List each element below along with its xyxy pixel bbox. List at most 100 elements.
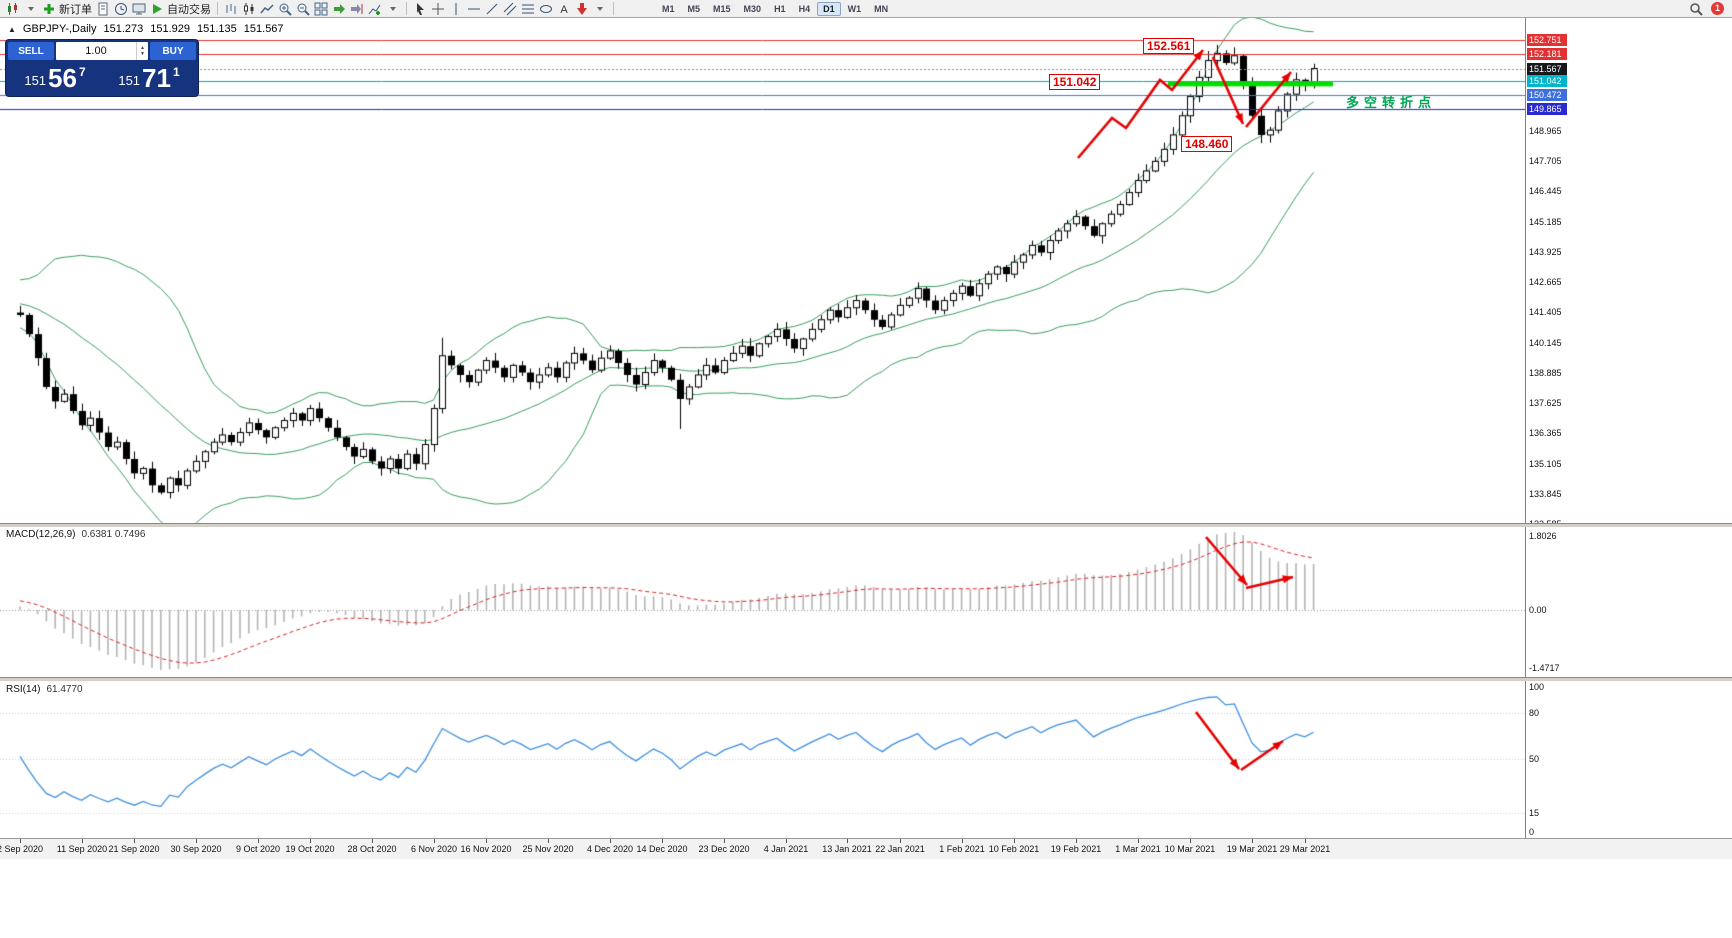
time-axis-tick [610, 839, 611, 843]
arrow-objects-button[interactable] [573, 1, 591, 17]
tile-windows-button[interactable] [312, 1, 330, 17]
buy-button[interactable]: BUY [150, 42, 196, 60]
toolbar-separator [217, 2, 218, 15]
macd-values: 0.6381 0.7496 [81, 529, 146, 540]
timeframe-d1-button[interactable]: D1 [817, 1, 841, 16]
timeframe-w1-button[interactable]: W1 [847, 3, 862, 14]
timeframe-m5-button[interactable]: M5 [687, 3, 701, 14]
time-axis-label: 30 Sep 2020 [170, 844, 222, 854]
timeframe-m1-button[interactable]: M1 [662, 3, 675, 14]
timeframe-m15-button[interactable]: M15 [713, 3, 731, 14]
indicators-caret[interactable] [384, 1, 402, 17]
peak-price-label[interactable]: 152.561 [1143, 38, 1195, 54]
time-axis[interactable]: 2 Sep 2020 11 Sep 2020 21 Sep 2020 30 Sep 2… [0, 838, 1732, 859]
new-order-button-label: 新订单 [59, 3, 92, 16]
volume-stepper[interactable]: ▲ ▼ [136, 42, 148, 60]
auto-scroll-button[interactable] [330, 1, 348, 17]
timeframe-mn-button[interactable]: MN [874, 3, 889, 14]
rsi-indicator-label: RSI(14) 61.4770 [6, 684, 83, 695]
time-axis-tick [900, 839, 901, 843]
time-axis-label: 25 Nov 2020 [522, 844, 574, 854]
price-axis-label: 148.965 [1529, 126, 1562, 136]
panel-splitter-rsi[interactable] [0, 677, 1732, 681]
one-click-trading-panel: SELL 1.00 ▲ ▼ BUY 151 56 7 151 71 1 [6, 40, 198, 96]
timeframe-m30-button[interactable]: M30 [743, 3, 762, 14]
price-tag: 150.472 [1527, 88, 1567, 101]
profiles-button[interactable] [94, 1, 112, 17]
new-chart-caret[interactable] [22, 1, 40, 17]
one-click-collapse-icon[interactable]: ▲ [8, 24, 16, 34]
indicators-button[interactable] [366, 1, 384, 17]
time-axis-tick [258, 839, 259, 843]
time-axis-label: 19 Feb 2021 [1050, 844, 1102, 854]
time-axis-label: 1 Feb 2021 [939, 844, 985, 854]
search-icon[interactable] [1687, 1, 1705, 17]
chart-shift-button[interactable] [348, 1, 366, 17]
time-axis-tick [1305, 839, 1306, 843]
price-axis-label: 147.705 [1529, 156, 1562, 167]
sell-button[interactable]: SELL [8, 42, 54, 60]
timeframe-h4-button[interactable]: H4 [798, 3, 811, 14]
autotrading-button-label: 自动交易 [167, 3, 211, 16]
time-axis-tick [134, 839, 135, 843]
buy-price-big: 71 [142, 63, 171, 93]
new-order-button[interactable]: 新订单 [40, 1, 94, 17]
objects-caret[interactable] [591, 1, 609, 17]
shapes-button[interactable] [537, 1, 555, 17]
panel-splitter-macd[interactable] [0, 523, 1732, 527]
volume-input[interactable]: 1.00 [85, 45, 107, 57]
pullback-support-label[interactable]: 151.042 [1049, 74, 1101, 90]
notification-badge[interactable]: 1 [1711, 2, 1724, 15]
time-axis-tick [196, 839, 197, 843]
time-axis-tick [1138, 839, 1139, 843]
new-chart-button[interactable] [4, 1, 22, 17]
line-chart-button[interactable] [258, 1, 276, 17]
history-center-button[interactable] [112, 1, 130, 17]
toolbar-separator [613, 2, 614, 15]
price-axis[interactable]: 148.965 147.705 146.445 145.185 143.925 142.6… [1525, 18, 1732, 838]
time-axis-label: 4 Dec 2020 [586, 844, 634, 854]
volume-up-icon[interactable]: ▲ [140, 45, 145, 51]
ohlc-low: 151.135 [197, 23, 237, 35]
cursor-button[interactable] [411, 1, 429, 17]
turning-point-note[interactable]: 多空转折点 [1346, 95, 1437, 110]
trough-price-label[interactable]: 148.460 [1181, 136, 1233, 152]
time-axis-label: 1 Mar 2021 [1115, 844, 1161, 854]
toolbar-separator [406, 2, 407, 15]
horizontal-line-button[interactable] [465, 1, 483, 17]
time-axis-label: 16 Nov 2020 [460, 844, 512, 854]
time-axis-label: 14 Dec 2020 [636, 844, 688, 854]
zoom-in-button[interactable] [276, 1, 294, 17]
time-axis-tick [1252, 839, 1253, 843]
candlestick-chart-button[interactable] [240, 1, 258, 17]
time-axis-tick [486, 839, 487, 843]
time-axis-tick [1076, 839, 1077, 843]
svg-text:A: A [560, 4, 568, 16]
autotrading-button[interactable]: 自动交易 [148, 1, 213, 17]
sell-price-sup: 7 [78, 65, 86, 79]
sell-price[interactable]: 151 56 7 [8, 60, 102, 94]
time-axis-label: 11 Sep 2020 [56, 844, 108, 854]
time-axis-tick [1014, 839, 1015, 843]
time-axis-label: 22 Jan 2021 [875, 844, 925, 854]
buy-price[interactable]: 151 71 1 [102, 60, 196, 94]
time-axis-tick [724, 839, 725, 843]
text-label-button[interactable]: A [555, 1, 573, 17]
bar-chart-button[interactable] [222, 1, 240, 17]
equidistant-channel-button[interactable] [501, 1, 519, 17]
crosshair-button[interactable] [429, 1, 447, 17]
trendline-button[interactable] [483, 1, 501, 17]
ohlc-high: 151.929 [150, 23, 191, 35]
timeframe-h1-button[interactable]: H1 [774, 3, 786, 14]
volume-down-icon[interactable]: ▼ [140, 51, 145, 57]
terminal-button[interactable] [130, 1, 148, 17]
fibonacci-button[interactable] [519, 1, 537, 17]
price-axis-label: 135.105 [1529, 458, 1562, 469]
price-tag: 151.042 [1527, 75, 1567, 88]
vertical-line-button[interactable] [447, 1, 465, 17]
price-axis-label: 141.405 [1529, 307, 1562, 318]
rsi-name: RSI(14) [6, 684, 41, 695]
chart-symbol-period: GBPJPY-,Daily [22, 23, 97, 35]
zoom-out-button[interactable] [294, 1, 312, 17]
